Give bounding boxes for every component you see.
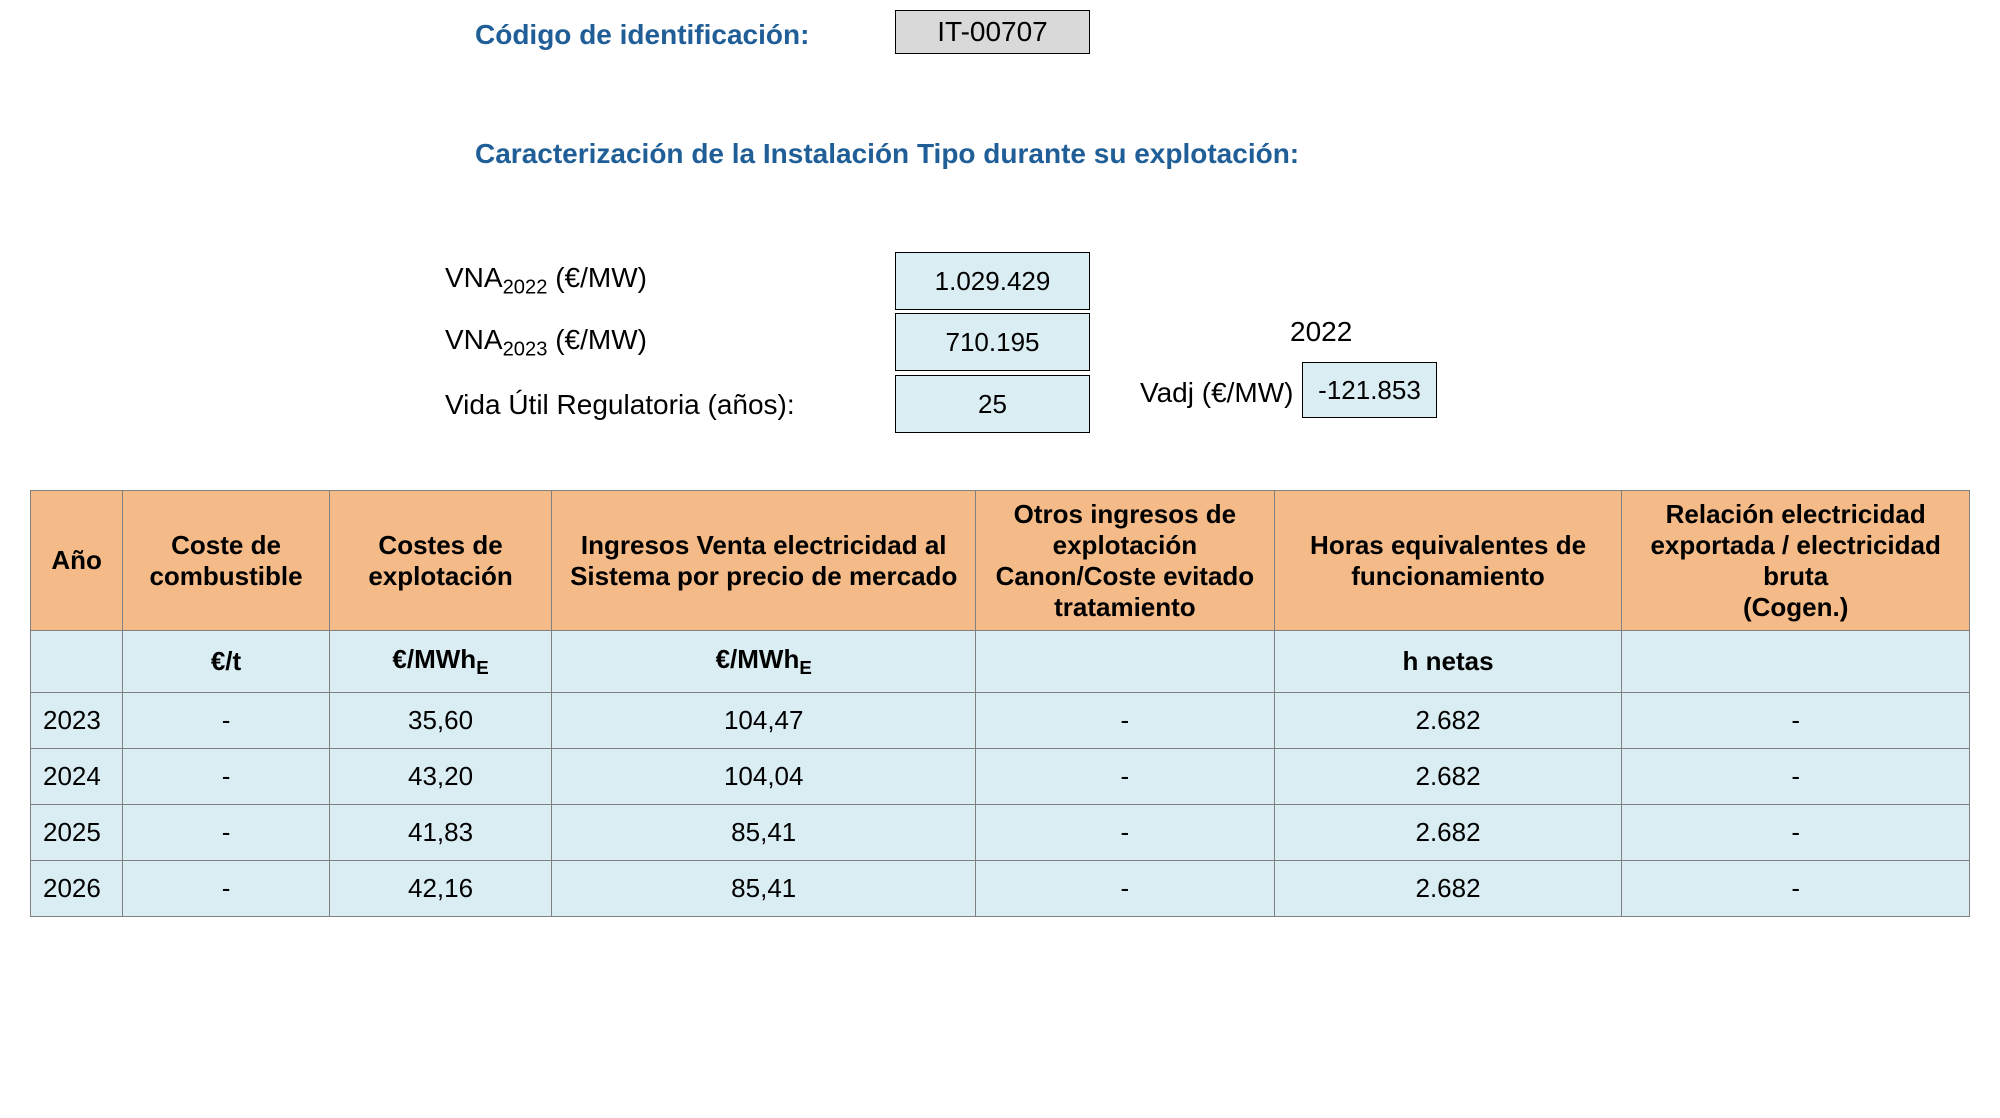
cell-opex: 35,60: [329, 693, 552, 749]
aux-year: 2022: [1290, 316, 1352, 348]
th-income: Ingresos Venta electricidad al Sistema p…: [552, 491, 976, 631]
cell-ratio: -: [1622, 693, 1970, 749]
vna2022-prefix: VNA: [445, 262, 503, 293]
th-opex: Costes de explotación: [329, 491, 552, 631]
cell-income: 85,41: [552, 805, 976, 861]
table-row: 2025 - 41,83 85,41 - 2.682 -: [31, 805, 1970, 861]
cell-ratio: -: [1622, 861, 1970, 917]
cell-fuel: -: [123, 861, 329, 917]
subtitle: Caracterización de la Instalación Tipo d…: [475, 138, 2000, 170]
vna2022-value: 1.029.429: [935, 266, 1051, 297]
vna2023-label: VNA2023 (€/MW): [445, 324, 895, 362]
cell-other: -: [976, 805, 1275, 861]
cell-income: 104,04: [552, 749, 976, 805]
code-label: Código de identificación:: [475, 19, 809, 51]
table-header-row: Año Coste de combustible Costes de explo…: [31, 491, 1970, 631]
cell-year: 2024: [31, 749, 123, 805]
vna2022-label: VNA2022 (€/MW): [445, 262, 895, 300]
th-hours: Horas equivalentes de funcionamiento: [1274, 491, 1622, 631]
table-row: 2024 - 43,20 104,04 - 2.682 -: [31, 749, 1970, 805]
vadj-value: -121.853: [1318, 375, 1421, 406]
cell-fuel: -: [123, 693, 329, 749]
th-fuel: Coste de combustible: [123, 491, 329, 631]
cell-opex: 42,16: [329, 861, 552, 917]
cell-income: 85,41: [552, 861, 976, 917]
unit-opex-sub: E: [476, 657, 488, 678]
cell-year: 2025: [31, 805, 123, 861]
th-year: Año: [31, 491, 123, 631]
unit-opex: €/MWhE: [329, 631, 552, 693]
cell-other: -: [976, 861, 1275, 917]
cell-opex: 43,20: [329, 749, 552, 805]
unit-year: [31, 631, 123, 693]
vadj-value-box: -121.853: [1302, 362, 1437, 418]
cell-ratio: -: [1622, 749, 1970, 805]
cell-hours: 2.682: [1274, 805, 1622, 861]
cell-other: -: [976, 749, 1275, 805]
cell-hours: 2.682: [1274, 749, 1622, 805]
data-table: Año Coste de combustible Costes de explo…: [30, 490, 1970, 917]
vna2023-value: 710.195: [946, 327, 1040, 358]
unit-fuel: €/t: [123, 631, 329, 693]
vadj-label: Vadj (€/MW): [1140, 377, 1294, 409]
unit-ratio: [1622, 631, 1970, 693]
header-block: Código de identificación:: [475, 0, 2000, 58]
code-value: IT-00707: [937, 16, 1048, 48]
vna2022-unit: (€/MW): [547, 262, 647, 293]
code-row: Código de identificación:: [475, 12, 2000, 58]
cell-opex: 41,83: [329, 805, 552, 861]
unit-opex-prefix: €/MWh: [392, 644, 476, 674]
params-block: VNA2022 (€/MW) 1.029.429 VNA2023 (€/MW) …: [445, 250, 1090, 436]
unit-other: [976, 631, 1275, 693]
page: Código de identificación: IT-00707 Carac…: [0, 0, 2000, 1118]
unit-hours: h netas: [1274, 631, 1622, 693]
cell-fuel: -: [123, 805, 329, 861]
vna2022-value-box: 1.029.429: [895, 252, 1090, 310]
vna2022-sub: 2022: [503, 277, 548, 299]
param-row-vna2023: VNA2023 (€/MW) 710.195: [445, 312, 1090, 374]
code-value-box: IT-00707: [895, 10, 1090, 54]
table-head: Año Coste de combustible Costes de explo…: [31, 491, 1970, 631]
vidautil-value-box: 25: [895, 375, 1090, 433]
cell-income: 104,47: [552, 693, 976, 749]
unit-income-sub: E: [799, 657, 811, 678]
table-row: 2023 - 35,60 104,47 - 2.682 -: [31, 693, 1970, 749]
th-other: Otros ingresos de explotación Canon/Cost…: [976, 491, 1275, 631]
table-units-row: €/t €/MWhE €/MWhE h netas: [31, 631, 1970, 693]
table-row: 2026 - 42,16 85,41 - 2.682 -: [31, 861, 1970, 917]
vna2023-prefix: VNA: [445, 324, 503, 355]
unit-income: €/MWhE: [552, 631, 976, 693]
vna2023-sub: 2023: [503, 339, 548, 361]
param-row-vna2022: VNA2022 (€/MW) 1.029.429: [445, 250, 1090, 312]
param-row-vidautil: Vida Útil Regulatoria (años): 25: [445, 374, 1090, 436]
cell-other: -: [976, 693, 1275, 749]
cell-fuel: -: [123, 749, 329, 805]
cell-ratio: -: [1622, 805, 1970, 861]
vna2023-unit: (€/MW): [547, 324, 647, 355]
vidautil-value: 25: [978, 389, 1007, 420]
cell-year: 2026: [31, 861, 123, 917]
cell-year: 2023: [31, 693, 123, 749]
table-body: €/t €/MWhE €/MWhE h netas 2023 - 35,60 1…: [31, 631, 1970, 917]
cell-hours: 2.682: [1274, 861, 1622, 917]
vna2023-value-box: 710.195: [895, 313, 1090, 371]
vidautil-label: Vida Útil Regulatoria (años):: [445, 389, 895, 421]
th-ratio: Relación electricidad exportada / electr…: [1622, 491, 1970, 631]
unit-income-prefix: €/MWh: [716, 644, 800, 674]
cell-hours: 2.682: [1274, 693, 1622, 749]
